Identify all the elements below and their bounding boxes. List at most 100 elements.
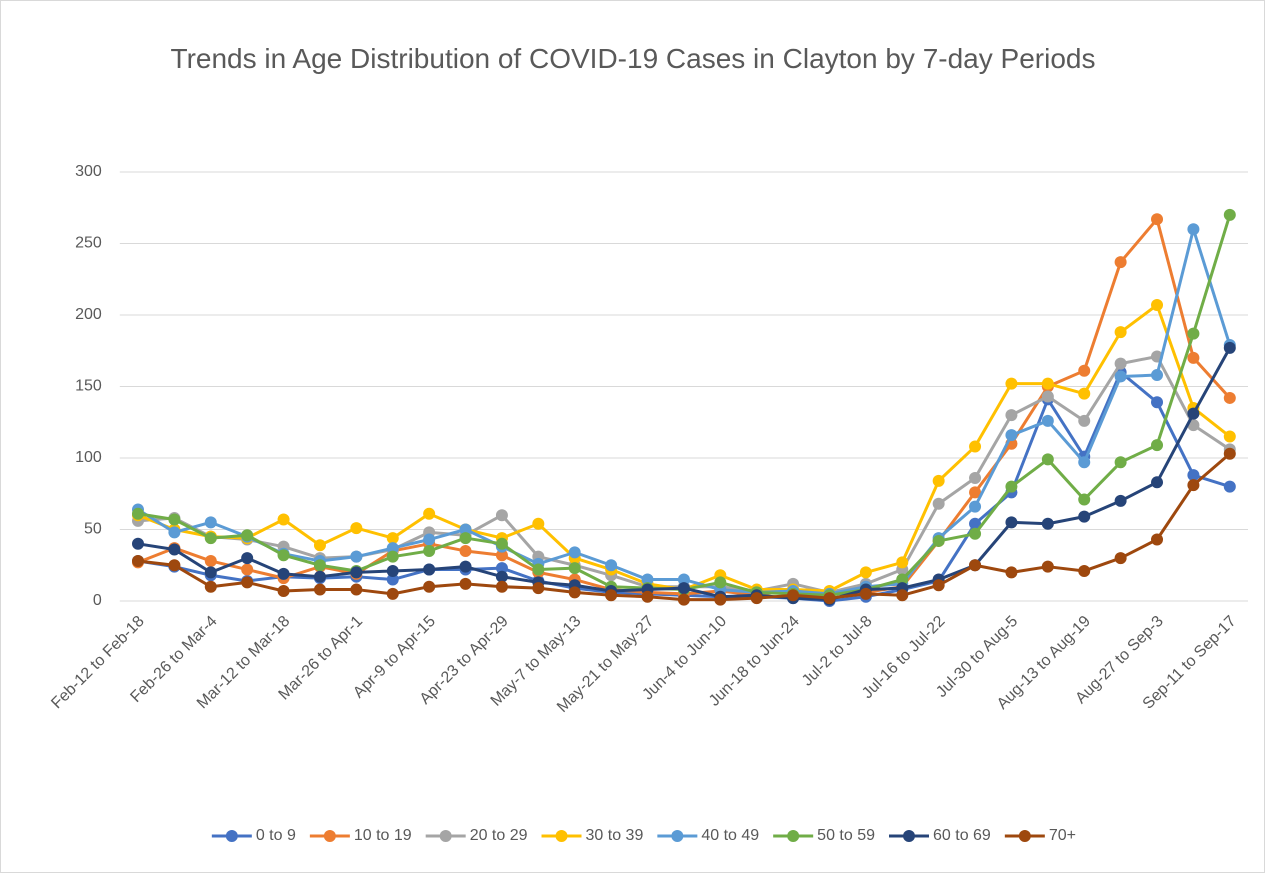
legend-label: 70+	[1049, 827, 1076, 844]
data-point	[969, 527, 982, 540]
data-point	[1114, 456, 1127, 469]
legend-marker	[555, 830, 568, 842]
data-point	[1114, 326, 1127, 339]
data-point	[277, 549, 290, 562]
y-tick-label: 200	[75, 306, 102, 323]
data-point	[1078, 564, 1091, 577]
legend-marker	[1018, 830, 1031, 842]
data-point	[1041, 560, 1054, 573]
data-point	[1041, 517, 1054, 530]
data-point	[204, 580, 217, 593]
data-point	[568, 546, 581, 559]
legend-marker	[671, 830, 684, 842]
data-point	[495, 570, 508, 583]
data-point	[1078, 493, 1091, 506]
series-line	[137, 214, 1232, 597]
data-point	[969, 440, 982, 453]
data-point	[969, 500, 982, 513]
data-point	[1041, 390, 1054, 403]
data-point	[1151, 369, 1164, 382]
data-point	[969, 559, 982, 572]
series-line	[137, 370, 1231, 603]
data-point	[313, 559, 326, 572]
data-point	[1187, 223, 1200, 236]
legend-marker	[787, 830, 800, 842]
data-point	[204, 566, 217, 579]
data-point	[350, 522, 363, 535]
data-point	[1223, 208, 1236, 221]
data-point	[1223, 391, 1236, 404]
legend-label: 40 to 49	[701, 827, 759, 844]
y-tick-label: 100	[75, 449, 102, 466]
data-point	[641, 590, 654, 603]
data-point	[168, 526, 181, 539]
data-point	[1187, 351, 1200, 364]
data-point	[1078, 414, 1091, 427]
data-point	[532, 517, 545, 530]
data-point	[1114, 552, 1127, 565]
data-point	[459, 577, 472, 590]
series-line	[137, 347, 1232, 602]
x-tick-label: Jul-2 to Jul-8	[799, 613, 876, 690]
data-point	[605, 559, 618, 572]
data-point	[1005, 429, 1018, 442]
data-point	[1187, 479, 1200, 492]
data-point	[1223, 341, 1236, 354]
data-point	[495, 537, 508, 550]
data-point	[277, 567, 290, 580]
data-point	[896, 589, 909, 602]
legend-marker	[323, 830, 336, 842]
data-point	[459, 560, 472, 573]
data-point	[168, 559, 181, 572]
data-point	[495, 509, 508, 522]
y-tick-label: 300	[75, 163, 102, 180]
y-tick-label: 250	[75, 235, 102, 252]
data-point	[568, 562, 581, 575]
data-point	[532, 563, 545, 576]
data-point	[932, 497, 945, 510]
legend-label: 50 to 59	[817, 827, 875, 844]
data-point	[313, 539, 326, 552]
data-point	[1078, 387, 1091, 400]
data-point	[1078, 364, 1091, 377]
data-point	[568, 586, 581, 599]
data-point	[1078, 456, 1091, 469]
data-point	[787, 589, 800, 602]
data-point	[1041, 453, 1054, 466]
data-point	[750, 592, 763, 605]
legend-marker	[903, 830, 916, 842]
data-point	[241, 529, 254, 542]
legend-label: 60 to 69	[933, 827, 991, 844]
series-line	[137, 227, 1232, 596]
data-point	[313, 583, 326, 596]
data-point	[495, 562, 508, 575]
data-point	[677, 582, 690, 595]
data-point	[1223, 447, 1236, 460]
data-point	[1005, 409, 1018, 422]
data-point	[204, 532, 217, 545]
legend: 0 to 9 10 to 19 20 to 29 30 to 39 40 to 49 50…	[211, 827, 1076, 844]
data-point	[495, 549, 508, 562]
data-point	[386, 573, 399, 586]
data-point	[241, 576, 254, 589]
data-point	[1151, 213, 1164, 226]
data-point	[459, 523, 472, 536]
data-point	[932, 474, 945, 487]
data-point	[241, 563, 254, 576]
data-point	[969, 486, 982, 499]
data-point	[204, 516, 217, 529]
y-tick-label: 50	[84, 521, 102, 538]
data-point	[1114, 370, 1127, 383]
data-point	[1005, 566, 1018, 579]
data-point	[131, 554, 144, 567]
data-point	[1187, 327, 1200, 340]
data-point	[423, 563, 436, 576]
data-point	[1114, 357, 1127, 370]
data-point	[969, 517, 982, 530]
data-point	[168, 543, 181, 556]
legend-marker	[439, 830, 452, 842]
data-point	[1114, 256, 1127, 269]
data-point	[1041, 377, 1054, 390]
